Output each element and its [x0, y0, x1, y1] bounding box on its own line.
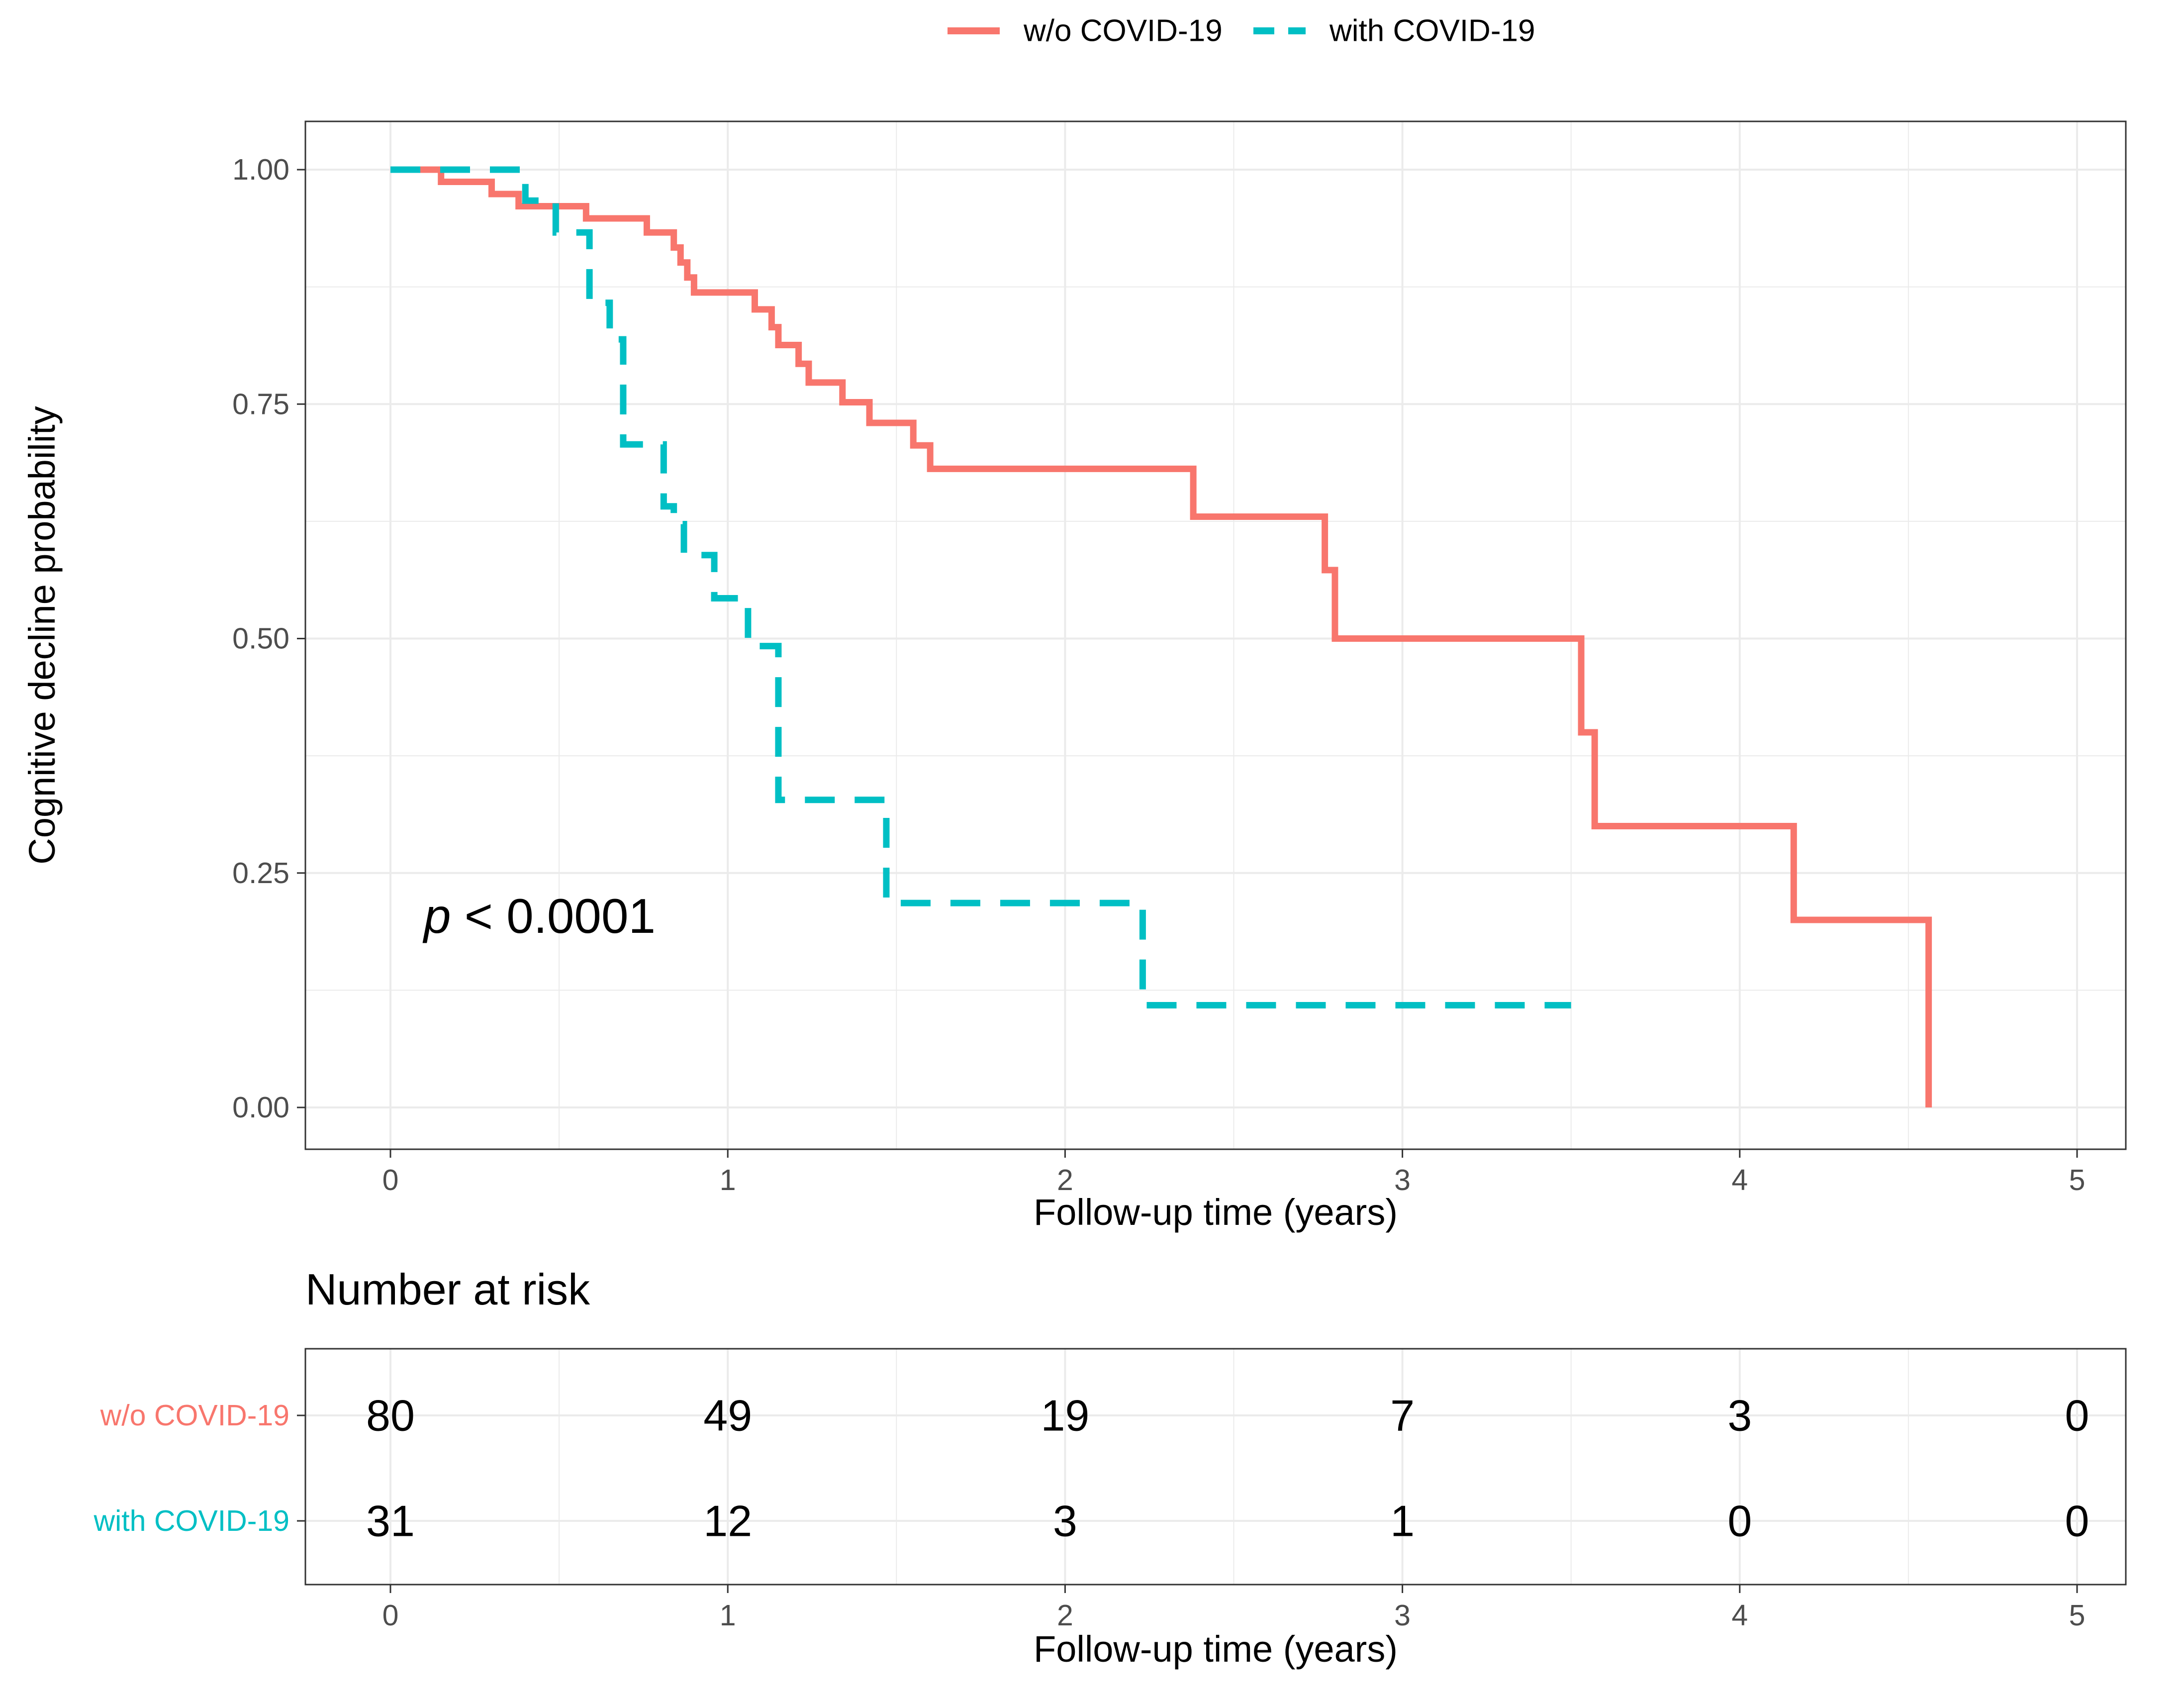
p-value-annotation: p < 0.0001 — [422, 889, 656, 943]
y-tick-label: 0.50 — [232, 622, 289, 655]
risk-row-label-without: w/o COVID-19 — [100, 1399, 289, 1432]
risk-cell: 31 — [366, 1497, 415, 1546]
risk-cell: 49 — [703, 1391, 752, 1440]
main-y-axis: 0.00 0.25 0.50 0.75 1.00 — [232, 153, 305, 1124]
legend-label-without: w/o COVID-19 — [1023, 14, 1223, 48]
risk-x-axis-title: Follow-up time (years) — [1034, 1628, 1398, 1670]
survival-curve-without — [390, 166, 1932, 1107]
risk-cell: 19 — [1041, 1391, 1089, 1440]
risk-cell: 80 — [366, 1391, 415, 1440]
risk-row-label-with: with COVID-19 — [94, 1504, 289, 1537]
risk-cell: 0 — [2065, 1497, 2089, 1546]
x-tick-label: 4 — [1731, 1164, 1748, 1197]
p-symbol: p — [422, 889, 451, 943]
y-tick-label: 0.25 — [232, 857, 289, 890]
x-tick-label: 5 — [2069, 1164, 2086, 1197]
x-tick-label: 2 — [1057, 1164, 1073, 1197]
risk-x-tick-label: 1 — [720, 1599, 736, 1632]
risk-cell: 7 — [1390, 1391, 1415, 1440]
x-tick-label: 1 — [720, 1164, 736, 1197]
x-axis-title: Follow-up time (years) — [1034, 1192, 1398, 1233]
y-tick-label: 0.75 — [232, 388, 289, 420]
survival-curve-with — [390, 166, 1571, 1009]
risk-cell: 3 — [1053, 1497, 1077, 1546]
risk-cell: 0 — [2065, 1391, 2089, 1440]
y-tick-label: 0.00 — [232, 1091, 289, 1124]
legend: w/o COVID-19 with COVID-19 — [948, 14, 1535, 48]
p-value-text: < 0.0001 — [451, 889, 656, 943]
risk-table-row-labels: w/o COVID-19 with COVID-19 — [94, 1399, 305, 1537]
risk-panel-bg — [305, 1349, 2126, 1585]
main-panel-border — [304, 120, 2127, 1150]
risk-x-axis: 0 1 2 3 4 5 — [382, 1585, 2086, 1632]
main-grid — [305, 121, 2126, 1149]
risk-cell: 3 — [1727, 1391, 1752, 1440]
risk-x-tick-label: 3 — [1394, 1599, 1411, 1632]
main-x-axis: 0 1 2 3 4 5 — [382, 1149, 2086, 1197]
y-tick-label: 1.00 — [232, 153, 289, 186]
risk-x-tick-label: 0 — [382, 1599, 399, 1632]
legend-label-with: with COVID-19 — [1329, 14, 1535, 48]
main-panel-bg — [305, 121, 2126, 1149]
risk-cell: 0 — [1727, 1497, 1752, 1546]
risk-cell: 1 — [1390, 1497, 1415, 1546]
risk-x-tick-label: 2 — [1057, 1599, 1073, 1632]
x-tick-label: 3 — [1394, 1164, 1411, 1197]
risk-panel-border — [304, 1348, 2127, 1586]
risk-x-tick-label: 5 — [2069, 1599, 2086, 1632]
survival-curves — [390, 166, 1932, 1107]
x-tick-label: 0 — [382, 1164, 399, 1197]
risk-cell: 12 — [703, 1497, 752, 1546]
risk-table-cells: 80 49 19 7 3 031 12 3 1 0 0 — [366, 1391, 2089, 1546]
y-axis-title: Cognitive decline probability — [21, 406, 63, 864]
risk-table-title: Number at risk — [305, 1265, 590, 1314]
risk-x-tick-label: 4 — [1731, 1599, 1748, 1632]
risk-table-grid — [305, 1349, 2126, 1585]
